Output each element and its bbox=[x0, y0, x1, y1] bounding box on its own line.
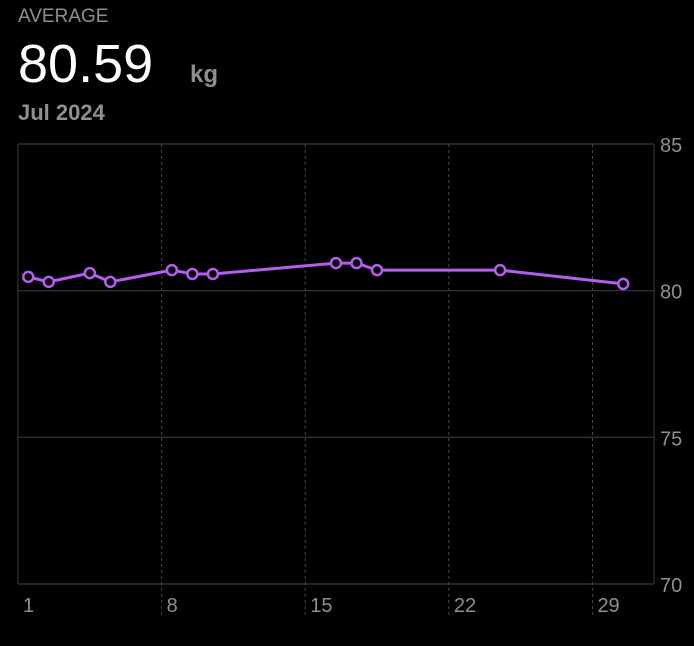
data-point bbox=[493, 263, 507, 277]
y-tick-label: 75 bbox=[660, 428, 682, 450]
y-tick-label: 70 bbox=[660, 575, 682, 597]
x-tick-label: 1 bbox=[23, 595, 34, 617]
data-point bbox=[104, 275, 117, 289]
summary-value: 80.59 bbox=[18, 34, 153, 94]
x-tick-label: 29 bbox=[597, 595, 619, 617]
data-point bbox=[350, 256, 363, 270]
data-point bbox=[186, 267, 199, 281]
x-tick-label: 22 bbox=[454, 595, 476, 617]
x-tick-label: 8 bbox=[167, 595, 178, 617]
data-point bbox=[616, 277, 630, 291]
chart-title: AVERAGE bbox=[18, 6, 108, 27]
summary-unit: kg bbox=[190, 61, 218, 88]
data-point bbox=[206, 267, 220, 281]
data-point bbox=[83, 266, 97, 280]
data-point bbox=[329, 256, 343, 270]
period: Jul 2024 bbox=[18, 100, 106, 125]
y-tick-label: 80 bbox=[660, 282, 682, 304]
y-tick-label: 85 bbox=[660, 135, 682, 157]
x-tick-label: 15 bbox=[310, 595, 332, 617]
data-point bbox=[370, 263, 384, 277]
data-point bbox=[22, 270, 35, 284]
data-line bbox=[27, 261, 624, 286]
data-point bbox=[42, 275, 56, 289]
data-point bbox=[165, 263, 179, 277]
